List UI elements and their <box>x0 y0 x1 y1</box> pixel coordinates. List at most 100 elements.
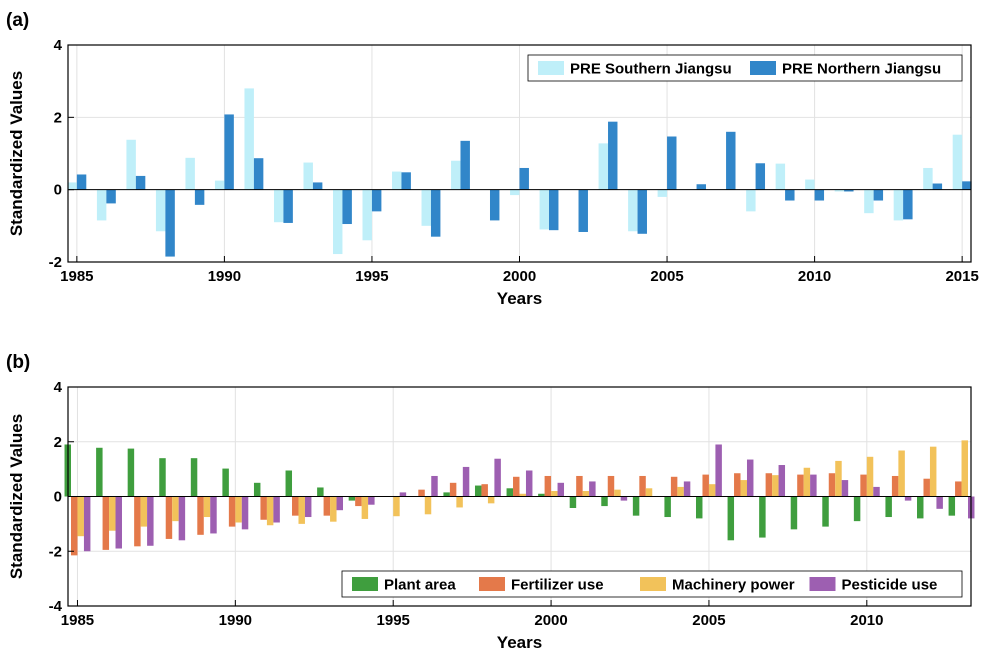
bar-pre-southern-jiangsu-1993 <box>303 162 313 190</box>
bar-pesticide-use-2012 <box>936 496 943 509</box>
y-tick-label: 4 <box>54 37 63 54</box>
bars-b <box>64 440 975 556</box>
bar-plant-area-2009 <box>822 496 829 527</box>
bar-pre-northern-jiangsu-1996 <box>401 172 411 190</box>
bar-machinery-power-1993 <box>330 496 337 522</box>
bar-pre-southern-jiangsu-2000 <box>510 189 520 196</box>
legend-swatch-pre-southern-jiangsu <box>538 61 564 75</box>
bar-pesticide-use-1986 <box>115 496 122 549</box>
bar-machinery-power-2007 <box>772 475 779 497</box>
bar-plant-area-1998 <box>474 485 482 497</box>
bar-pre-northern-jiangsu-1989 <box>194 189 205 205</box>
bar-pre-northern-jiangsu-2014 <box>932 183 943 190</box>
bar-pre-southern-jiangsu-2010 <box>805 179 815 190</box>
bar-plant-area-2007 <box>759 496 766 538</box>
bar-machinery-power-1986 <box>109 496 116 531</box>
bar-machinery-power-2009 <box>835 460 842 497</box>
bar-fertilizer-use-1999 <box>513 476 520 497</box>
bar-pre-southern-jiangsu-1986 <box>96 189 107 221</box>
x-tick-label: 2000 <box>534 612 567 629</box>
bar-machinery-power-1991 <box>266 496 274 526</box>
bar-machinery-power-1998 <box>487 496 495 504</box>
bar-machinery-power-1997 <box>456 496 463 508</box>
bar-fertilizer-use-2008 <box>797 474 804 497</box>
bar-pesticide-use-2001 <box>589 481 596 497</box>
bar-pesticide-use-1994 <box>368 496 375 505</box>
bar-pre-southern-jiangsu-1994 <box>332 189 343 255</box>
legend-label-pre-northern-jiangsu: PRE Northern Jiangsu <box>782 61 941 78</box>
bar-pre-southern-jiangsu-2005 <box>657 189 668 197</box>
bar-pre-southern-jiangsu-1997 <box>421 189 431 226</box>
bar-pre-southern-jiangsu-2009 <box>775 163 786 190</box>
bar-pesticide-use-1989 <box>210 496 217 534</box>
bar-machinery-power-2010 <box>866 456 874 497</box>
bar-plant-area-1997 <box>443 492 450 497</box>
legend-swatch-pesticide-use <box>809 577 836 591</box>
x-axis-title-a: Years <box>497 289 542 308</box>
bar-machinery-power-1990 <box>235 496 242 523</box>
bar-machinery-power-1999 <box>519 493 526 497</box>
bar-pre-southern-jiangsu-1990 <box>214 180 225 190</box>
x-tick-label: 1995 <box>355 268 388 285</box>
bar-pesticide-use-1985 <box>83 496 91 552</box>
bar-pesticide-use-1997 <box>462 466 470 497</box>
bar-pesticide-use-2005 <box>715 444 722 497</box>
panel-label-a: (a) <box>6 10 29 31</box>
bar-plant-area-1987 <box>127 448 135 497</box>
legend-b: Plant area Fertilizer use Machinery power P… <box>341 570 963 598</box>
bar-pesticide-use-2009 <box>841 480 849 497</box>
legend-label-machinery-power: Machinery power <box>672 577 795 594</box>
bar-fertilizer-use-2007 <box>765 473 773 497</box>
x-tick-label: 1995 <box>377 612 410 629</box>
bar-fertilizer-use-1997 <box>449 482 457 497</box>
bar-fertilizer-use-2012 <box>923 478 930 497</box>
bar-pre-southern-jiangsu-1998 <box>451 160 461 190</box>
bar-fertilizer-use-1996 <box>418 489 425 497</box>
bar-fertilizer-use-1998 <box>481 484 488 497</box>
x-tick-label: 2005 <box>650 268 683 285</box>
bar-machinery-power-1996 <box>424 496 432 515</box>
bar-pre-northern-jiangsu-2007 <box>726 131 736 190</box>
legend-swatch-machinery-power <box>640 577 666 591</box>
bar-pre-northern-jiangsu-2010 <box>814 189 825 201</box>
bar-pre-northern-jiangsu-1990 <box>224 114 234 190</box>
bar-pre-northern-jiangsu-2015 <box>962 181 972 190</box>
y-tick-label: 4 <box>54 379 63 396</box>
bar-pesticide-use-1991 <box>273 496 280 523</box>
bar-plant-area-2006 <box>727 496 735 541</box>
bar-pre-southern-jiangsu-1992 <box>273 189 284 223</box>
bar-pesticide-use-2000 <box>557 482 565 497</box>
bar-fertilizer-use-1990 <box>228 496 236 527</box>
bar-pre-southern-jiangsu-2013 <box>893 189 904 221</box>
bar-plant-area-2003 <box>632 496 640 516</box>
bar-machinery-power-1992 <box>298 496 305 524</box>
y-tick-label: -2 <box>49 254 62 271</box>
y-tick-label: 2 <box>54 434 62 451</box>
y-tick-label: -2 <box>49 543 62 560</box>
x-tick-label: 2005 <box>692 612 725 629</box>
x-tick-label: 1985 <box>61 612 94 629</box>
bar-pesticide-use-1990 <box>241 496 249 530</box>
bar-pre-southern-jiangsu-1985 <box>67 182 77 190</box>
bar-fertilizer-use-2003 <box>639 475 646 497</box>
bar-plant-area-2012 <box>917 496 924 519</box>
bar-pre-northern-jiangsu-1987 <box>135 175 146 190</box>
bar-pre-southern-jiangsu-1988 <box>155 189 166 232</box>
bar-pre-northern-jiangsu-2002 <box>578 189 588 232</box>
bar-fertilizer-use-1987 <box>134 496 141 547</box>
bar-fertilizer-use-2009 <box>828 473 836 497</box>
bar-pesticide-use-2007 <box>778 465 786 497</box>
bar-plant-area-2002 <box>601 496 608 507</box>
bar-pre-northern-jiangsu-2003 <box>608 121 618 190</box>
bar-machinery-power-2012 <box>929 446 937 497</box>
bar-machinery-power-1989 <box>203 496 211 518</box>
bar-pesticide-use-2008 <box>810 474 817 497</box>
bar-plant-area-1994 <box>348 496 356 501</box>
x-tick-label: 1985 <box>60 268 93 285</box>
bar-fertilizer-use-1992 <box>292 496 299 516</box>
bar-pre-northern-jiangsu-1998 <box>460 140 470 190</box>
bar-pre-northern-jiangsu-1985 <box>76 174 87 190</box>
bar-pre-southern-jiangsu-1995 <box>362 189 372 241</box>
bar-pesticide-use-1995 <box>399 492 407 497</box>
bar-fertilizer-use-2010 <box>860 474 867 497</box>
